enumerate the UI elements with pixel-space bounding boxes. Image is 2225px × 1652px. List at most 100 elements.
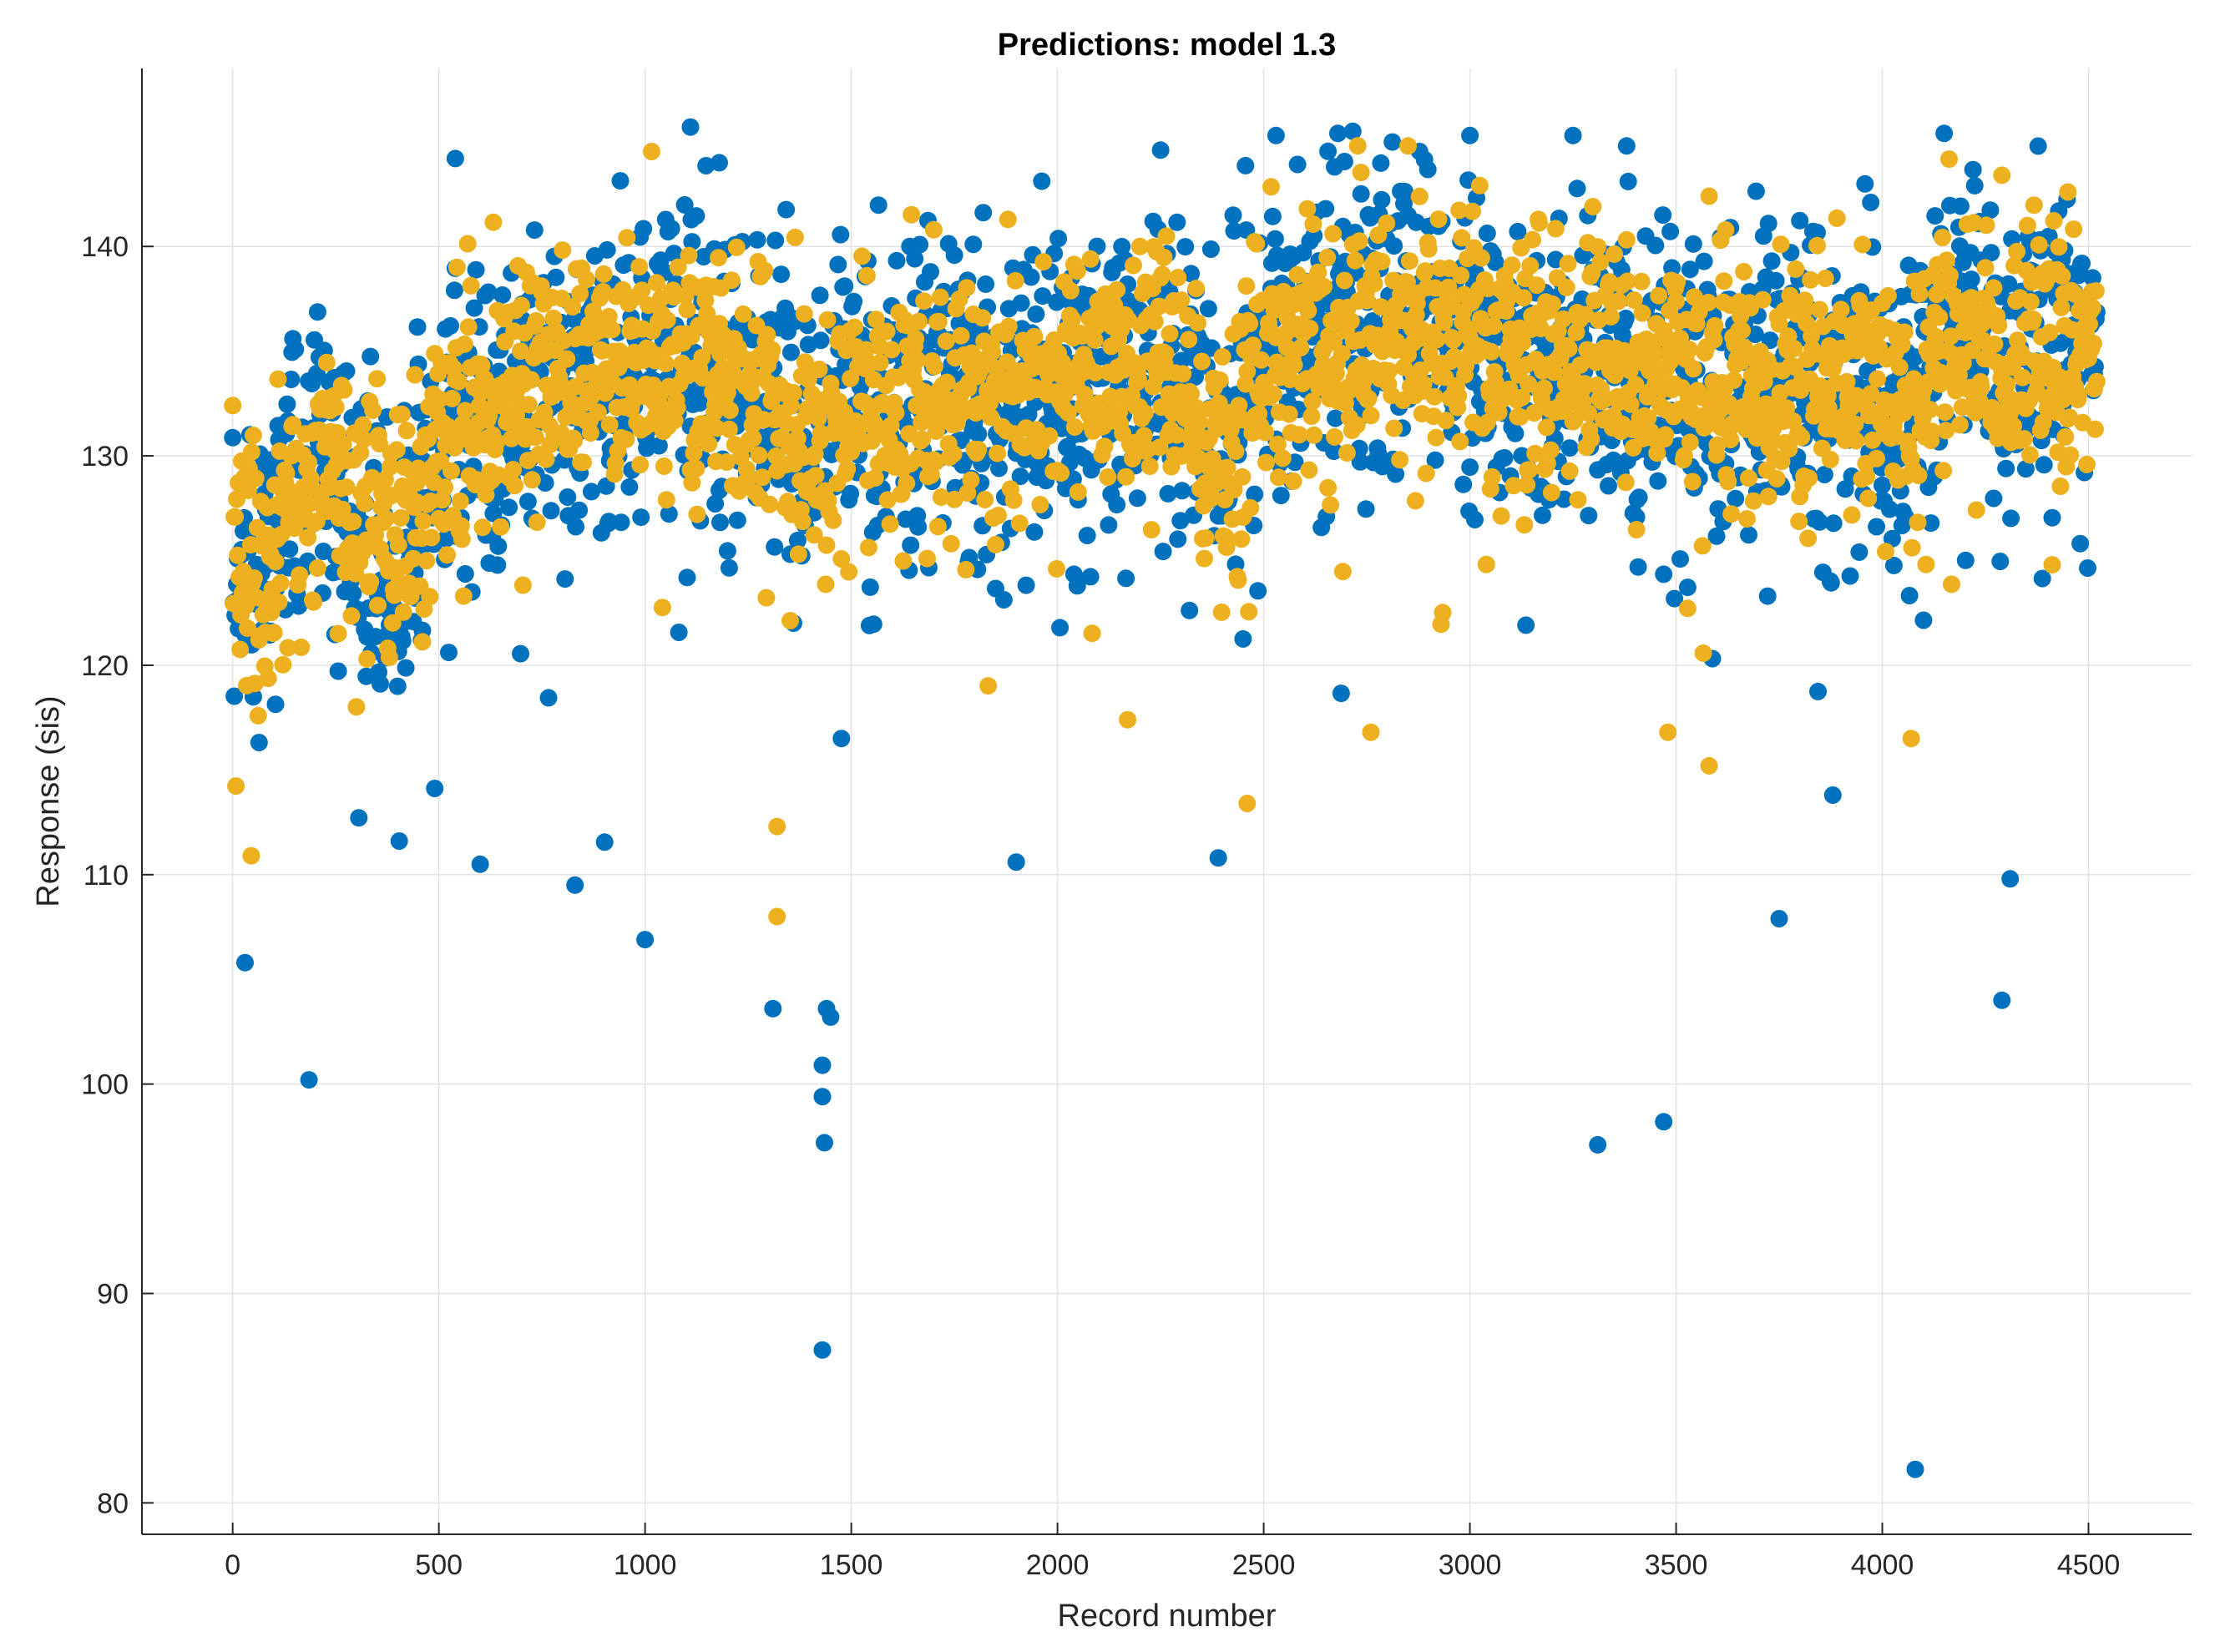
point bbox=[781, 612, 799, 629]
point bbox=[1862, 385, 1880, 403]
point bbox=[2021, 293, 2040, 311]
point bbox=[832, 225, 850, 244]
point bbox=[782, 397, 800, 415]
point bbox=[1790, 513, 1808, 531]
point bbox=[265, 624, 283, 642]
point bbox=[1218, 458, 1236, 477]
point bbox=[979, 677, 998, 695]
point bbox=[598, 240, 616, 259]
point bbox=[744, 429, 762, 447]
point bbox=[1883, 529, 1901, 548]
point bbox=[358, 649, 377, 668]
point bbox=[594, 265, 613, 283]
point bbox=[1034, 253, 1053, 271]
point bbox=[846, 318, 864, 336]
point bbox=[1010, 514, 1029, 533]
point bbox=[278, 395, 296, 413]
point bbox=[1383, 133, 1402, 151]
point bbox=[1182, 265, 1201, 283]
outlier-point bbox=[1993, 991, 2011, 1009]
point bbox=[1821, 451, 1839, 468]
point bbox=[229, 546, 247, 564]
point bbox=[445, 438, 463, 457]
point bbox=[1236, 156, 1255, 174]
point bbox=[1454, 475, 1473, 493]
point bbox=[393, 632, 412, 650]
point bbox=[421, 588, 439, 606]
point bbox=[1417, 464, 1435, 482]
point bbox=[286, 341, 305, 358]
y-tick-label: 110 bbox=[83, 860, 129, 892]
point bbox=[727, 238, 746, 256]
point bbox=[687, 207, 705, 225]
outlier-point bbox=[1770, 910, 1788, 927]
point bbox=[1937, 422, 1955, 440]
point bbox=[1941, 266, 1959, 285]
point bbox=[857, 341, 875, 359]
point bbox=[1848, 341, 1867, 360]
point bbox=[964, 235, 983, 254]
point bbox=[1048, 559, 1066, 578]
x-tick-label: 4500 bbox=[2057, 1549, 2121, 1581]
point bbox=[1526, 444, 1545, 462]
point bbox=[1352, 184, 1370, 203]
outlier-point bbox=[1659, 723, 1677, 741]
point bbox=[1602, 307, 1620, 326]
point bbox=[1128, 489, 1146, 508]
point bbox=[1619, 172, 1637, 190]
point bbox=[1069, 482, 1087, 501]
point bbox=[512, 644, 529, 663]
point bbox=[1904, 370, 1923, 388]
point bbox=[793, 513, 812, 531]
point bbox=[1862, 194, 1880, 211]
point bbox=[1521, 256, 1540, 275]
point bbox=[277, 464, 296, 482]
point bbox=[392, 508, 410, 527]
high-point bbox=[1564, 126, 1582, 144]
point bbox=[426, 780, 444, 797]
point bbox=[2083, 269, 2101, 287]
point bbox=[721, 402, 739, 420]
point bbox=[1758, 587, 1777, 605]
point bbox=[250, 734, 268, 751]
point bbox=[1309, 263, 1327, 281]
point bbox=[994, 591, 1013, 609]
point bbox=[1976, 259, 1995, 277]
point bbox=[381, 457, 399, 476]
outlier-point bbox=[813, 1088, 832, 1106]
point bbox=[259, 669, 277, 688]
point bbox=[653, 599, 671, 617]
point bbox=[1981, 201, 2000, 220]
point bbox=[1685, 288, 1703, 306]
point bbox=[817, 575, 835, 594]
point bbox=[739, 470, 757, 488]
point bbox=[356, 494, 374, 513]
x-tick-label: 2000 bbox=[1026, 1549, 1090, 1581]
point bbox=[1135, 427, 1153, 445]
point bbox=[364, 402, 382, 419]
point bbox=[1982, 244, 2000, 262]
point bbox=[1759, 488, 1777, 506]
point bbox=[1877, 543, 1894, 561]
point bbox=[1196, 549, 1213, 568]
y-tick-label: 120 bbox=[81, 650, 129, 682]
x-tick-label: 500 bbox=[415, 1549, 463, 1581]
point bbox=[909, 518, 928, 536]
point bbox=[536, 474, 554, 492]
point bbox=[1846, 415, 1864, 433]
point bbox=[990, 459, 1008, 477]
point bbox=[977, 275, 995, 293]
point bbox=[1435, 313, 1454, 331]
point bbox=[853, 247, 871, 265]
point bbox=[2070, 386, 2088, 404]
point bbox=[1466, 511, 1484, 528]
point bbox=[1621, 361, 1639, 380]
point bbox=[1740, 526, 1757, 544]
point bbox=[1847, 432, 1865, 450]
point bbox=[1537, 418, 1555, 437]
x-tick-label: 1000 bbox=[614, 1549, 677, 1581]
point bbox=[445, 281, 463, 300]
point bbox=[706, 495, 725, 513]
point bbox=[812, 331, 830, 350]
point bbox=[1140, 457, 1159, 476]
